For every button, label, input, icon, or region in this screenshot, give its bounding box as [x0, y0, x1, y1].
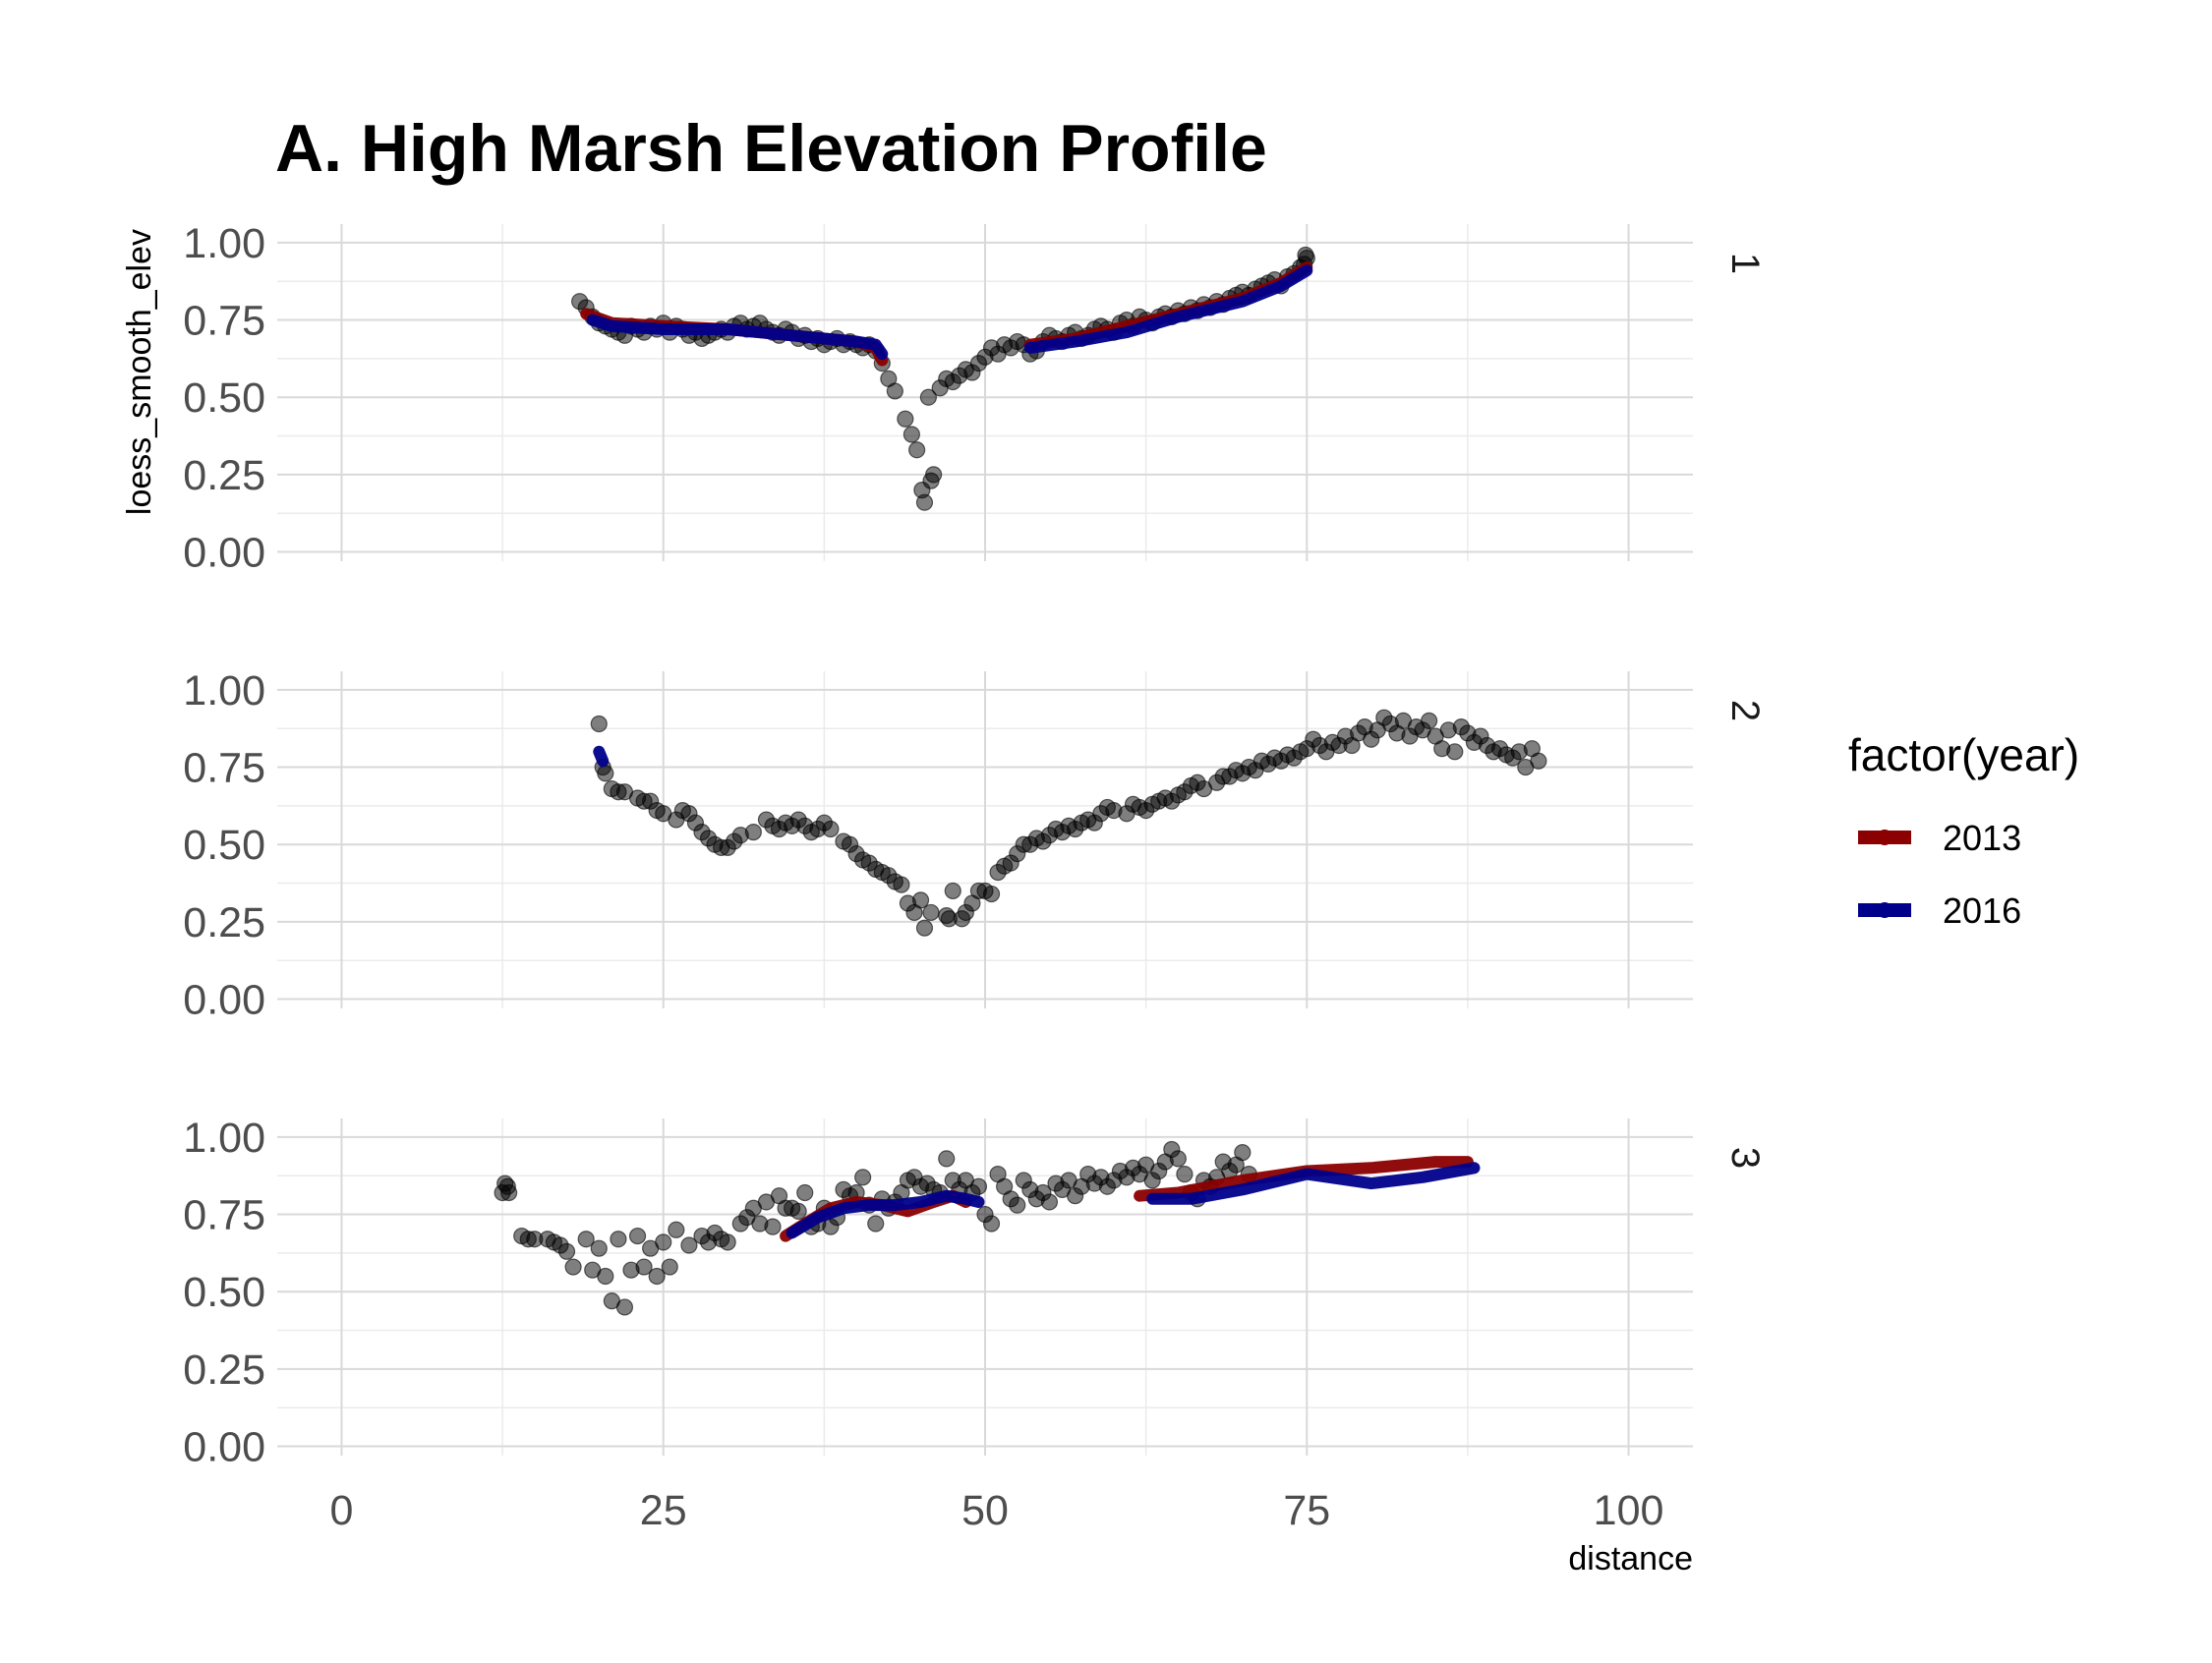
y-tick-label: 0.00	[183, 1424, 265, 1471]
data-point	[854, 1169, 872, 1186]
data-point	[982, 885, 1001, 903]
data-point	[648, 1267, 666, 1286]
data-point	[867, 1215, 885, 1233]
y-tick-label: 1.00	[183, 1115, 265, 1162]
data-point	[655, 1233, 672, 1251]
data-point	[719, 1233, 736, 1251]
data-point	[1446, 743, 1464, 761]
y-tick-label: 0.25	[183, 899, 265, 946]
data-point	[577, 1231, 595, 1248]
x-tick-label: 50	[961, 1487, 1009, 1534]
data-point	[557, 1242, 576, 1260]
data-point	[915, 919, 934, 937]
data-point	[1009, 1196, 1026, 1214]
data-point	[680, 1236, 698, 1254]
facet-strip-label: 2	[1723, 700, 1767, 721]
x-axis-title: distance	[1568, 1540, 1693, 1577]
series-line-2016	[1146, 1162, 1481, 1205]
data-point	[590, 1239, 608, 1257]
data-point	[590, 715, 608, 733]
data-point	[1176, 1166, 1193, 1183]
data-point	[1530, 752, 1547, 770]
y-tick-label: 0.50	[183, 822, 265, 869]
data-point	[911, 891, 930, 909]
data-point	[744, 824, 762, 841]
data-point	[668, 1221, 685, 1238]
data-point	[764, 1218, 782, 1235]
data-point	[610, 1231, 627, 1248]
x-tick-label: 0	[329, 1487, 353, 1534]
data-point	[564, 1258, 582, 1276]
data-point	[796, 1183, 814, 1202]
y-tick-label: 0.00	[183, 530, 265, 577]
y-tick-label: 0.50	[183, 374, 265, 422]
y-tick-label: 0.75	[183, 745, 265, 792]
series-line-2016	[586, 314, 889, 361]
y-tick-label: 1.00	[183, 667, 265, 715]
data-point	[982, 1215, 1001, 1233]
chart-title: A. High Marsh Elevation Profile	[275, 111, 1267, 186]
data-point	[886, 382, 903, 400]
data-point	[1169, 1150, 1187, 1168]
legend-key-point	[1877, 830, 1892, 845]
data-point	[969, 1177, 988, 1195]
x-tick-label: 25	[640, 1487, 687, 1534]
data-point	[628, 1227, 647, 1245]
data-point	[893, 876, 910, 893]
y-tick-label: 0.00	[183, 977, 265, 1024]
y-axis-title: loess_smooth_elev	[121, 229, 158, 515]
y-tick-label: 0.50	[183, 1269, 265, 1316]
data-point	[897, 410, 914, 428]
legend-title: factor(year)	[1848, 729, 2079, 780]
series-line-2016	[786, 1189, 985, 1239]
data-point	[938, 1150, 956, 1168]
data-point	[597, 1267, 614, 1286]
y-tick-label: 0.75	[183, 1192, 265, 1239]
data-point	[944, 882, 961, 900]
facet-strip-label: 3	[1723, 1147, 1767, 1169]
data-point	[925, 466, 943, 484]
series-line-2016	[1023, 264, 1313, 354]
y-tick-label: 0.25	[183, 1347, 265, 1394]
data-point	[615, 1298, 634, 1316]
data-point	[902, 426, 920, 443]
data-point	[908, 441, 926, 459]
y-tick-label: 0.25	[183, 452, 265, 499]
data-point	[822, 820, 840, 838]
data-point	[789, 1202, 807, 1221]
data-point	[1297, 246, 1314, 264]
legend-label: 2013	[1943, 818, 2021, 858]
data-point	[915, 493, 934, 511]
x-tick-label: 100	[1594, 1487, 1664, 1534]
data-point	[1421, 712, 1438, 729]
legend-label: 2016	[1943, 890, 2021, 931]
series-line-2016	[593, 745, 610, 768]
y-tick-label: 0.75	[183, 298, 265, 345]
data-point	[1040, 1193, 1059, 1211]
data-point	[922, 903, 940, 922]
x-tick-label: 75	[1283, 1487, 1330, 1534]
data-point	[597, 765, 614, 782]
data-point	[919, 388, 938, 406]
legend-key-point	[1877, 902, 1892, 918]
data-point	[635, 1258, 653, 1276]
data-point	[661, 1258, 678, 1276]
data-point	[1234, 1144, 1252, 1162]
facet-strip-label: 1	[1723, 253, 1767, 274]
y-tick-label: 1.00	[183, 220, 265, 267]
data-point	[500, 1183, 518, 1202]
